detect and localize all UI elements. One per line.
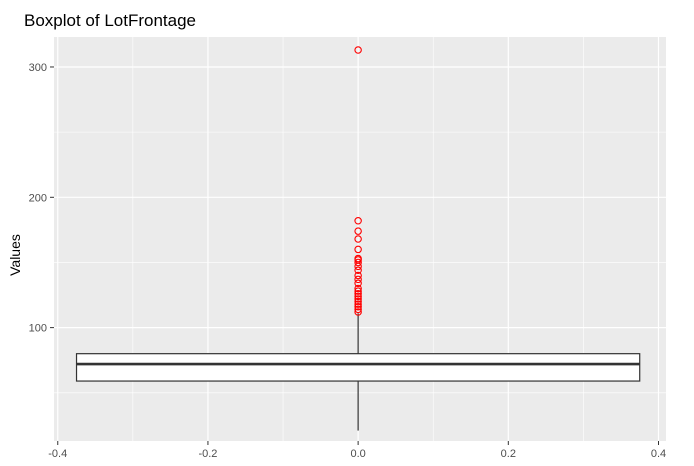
x-tick-label: -0.4 bbox=[48, 448, 67, 460]
outlier-point bbox=[354, 271, 362, 280]
y-axis-title: Values bbox=[7, 234, 23, 276]
outlier-point bbox=[354, 303, 362, 311]
x-tick-label: -0.2 bbox=[198, 448, 217, 460]
outlier-point bbox=[354, 279, 362, 288]
y-tick-label: 200 bbox=[29, 192, 47, 204]
outlier-point bbox=[354, 284, 362, 293]
outlier-point bbox=[354, 305, 362, 314]
y-tick-label: 300 bbox=[29, 62, 47, 74]
outlier-point bbox=[354, 217, 362, 225]
iqr-box bbox=[75, 353, 641, 382]
outlier-point bbox=[354, 297, 362, 306]
x-tick-label: 0.4 bbox=[651, 448, 666, 460]
y-axis: 100 200 300 bbox=[29, 62, 54, 335]
chart-title: Boxplot of LotFrontage bbox=[24, 11, 196, 30]
outlier-point bbox=[354, 245, 362, 254]
outlier-point bbox=[354, 235, 362, 243]
outlier-point bbox=[354, 266, 362, 275]
outlier-point bbox=[354, 308, 362, 316]
boxplot-group bbox=[75, 313, 641, 431]
x-axis: -0.4 -0.2 0.0 0.2 0.4 bbox=[48, 441, 666, 460]
outlier-point bbox=[354, 46, 362, 54]
outlier-point bbox=[354, 292, 362, 301]
outlier-point bbox=[354, 289, 362, 298]
outlier-point bbox=[354, 275, 362, 284]
x-tick-label: 0.2 bbox=[501, 448, 516, 460]
outlier-point bbox=[354, 258, 362, 267]
outlier-point bbox=[354, 227, 362, 235]
outlier-point bbox=[354, 254, 362, 263]
outlier-point bbox=[354, 287, 362, 295]
y-tick-label: 100 bbox=[29, 323, 47, 335]
outlier-point bbox=[354, 300, 362, 308]
x-tick-label: 0.0 bbox=[350, 448, 365, 460]
outlier-points bbox=[354, 46, 362, 316]
outlier-point bbox=[354, 295, 362, 303]
